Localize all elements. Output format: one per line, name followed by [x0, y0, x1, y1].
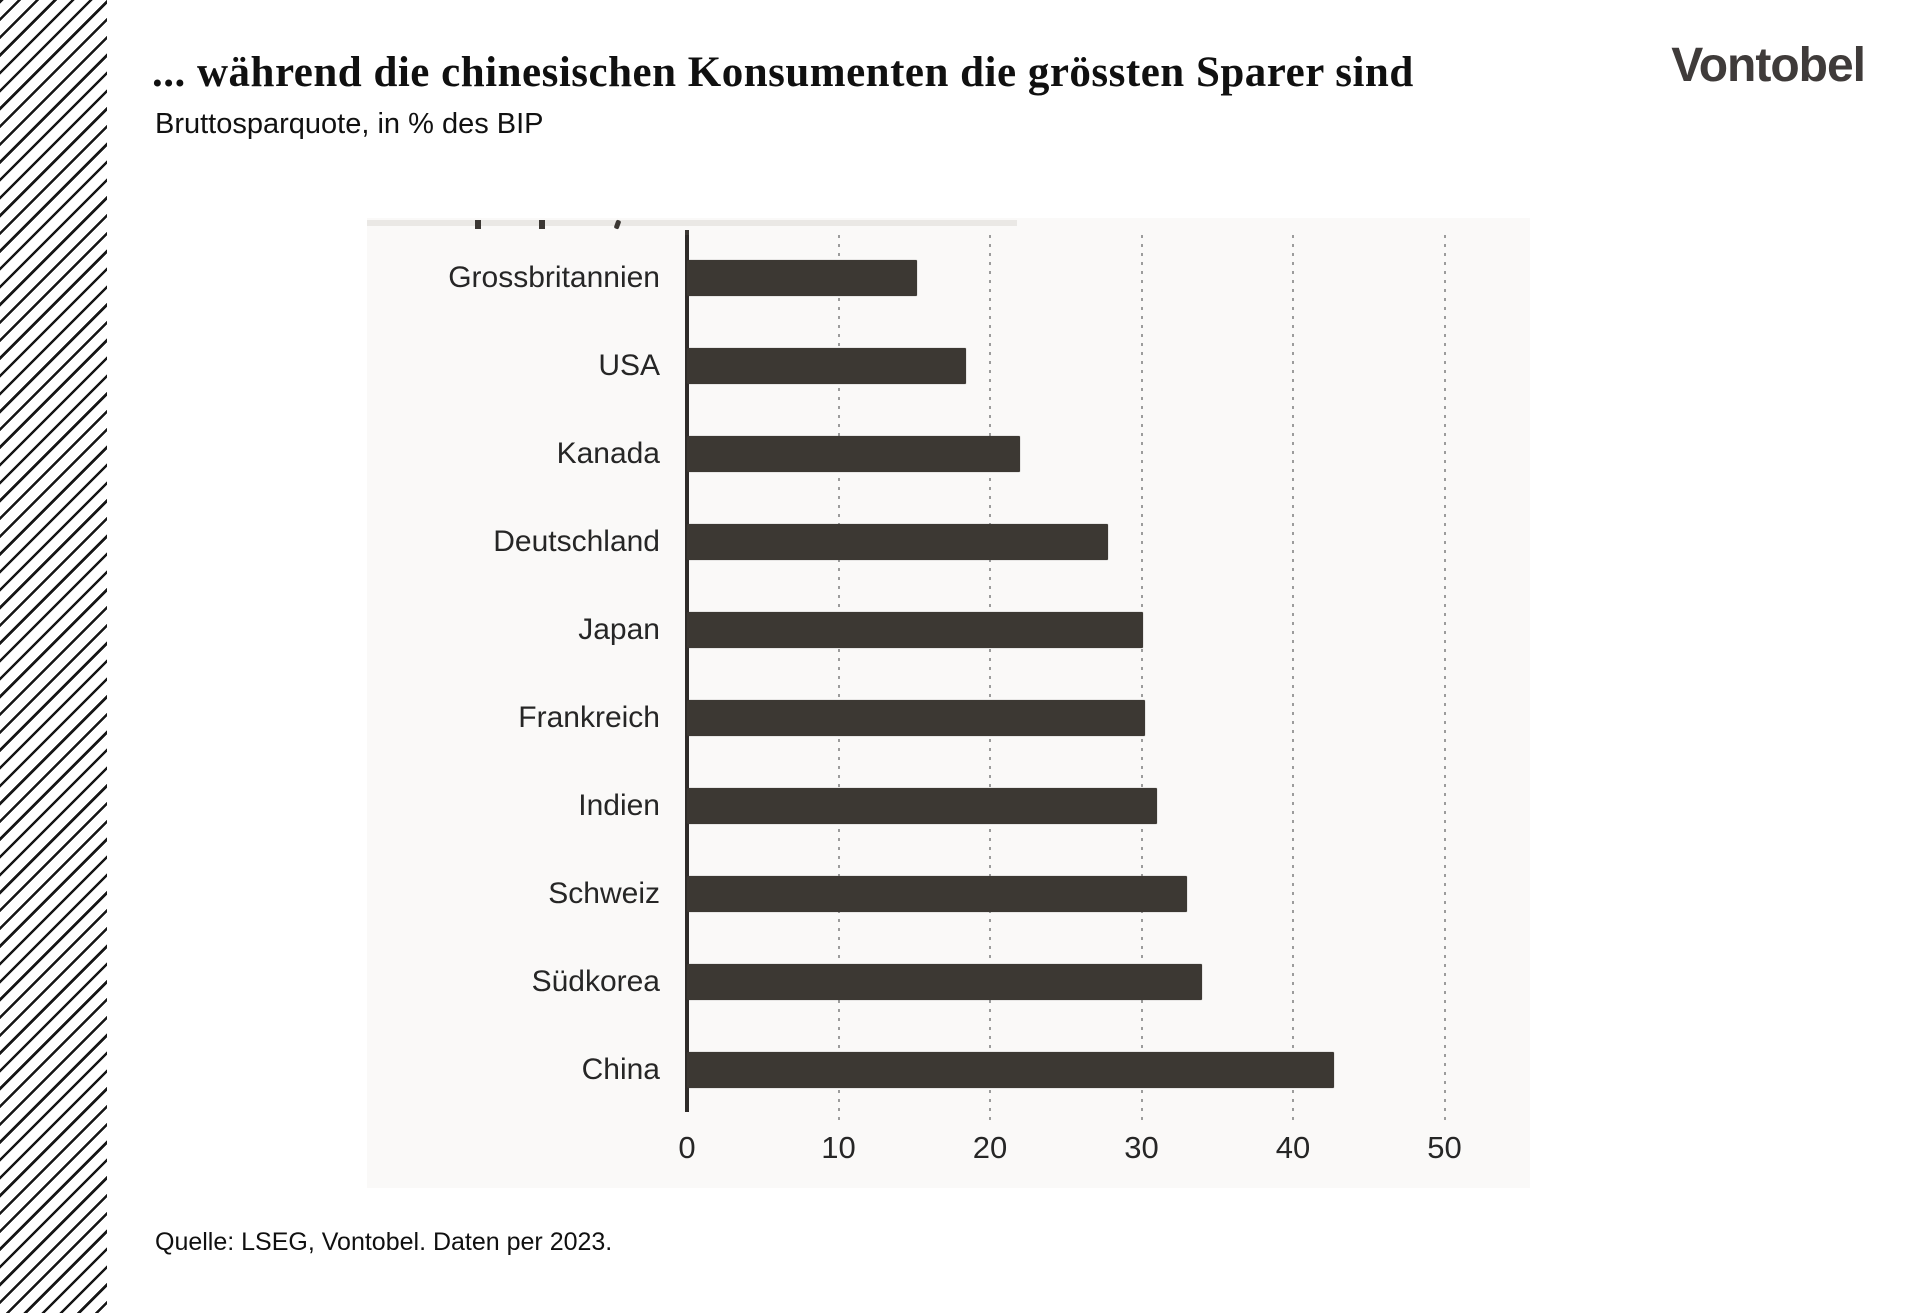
category-label-4: Japan: [578, 613, 660, 646]
bar-3: [687, 524, 1109, 560]
x-tick-20: 20: [972, 1130, 1008, 1165]
x-tick-50: 50: [1427, 1130, 1462, 1165]
source-note: Quelle: LSEG, Vontobel. Daten per 2023.: [155, 1228, 613, 1256]
slide-subtitle: Bruttosparquote, in % des BIP: [155, 108, 544, 140]
x-tick-30: 30: [1124, 1130, 1159, 1165]
category-label-0: Grossbritannien: [448, 261, 660, 294]
x-tick-0: 0: [678, 1130, 696, 1165]
category-label-1: USA: [598, 349, 660, 382]
bar-4: [687, 612, 1143, 648]
category-label-2: Kanada: [556, 437, 660, 470]
bar-7: [687, 876, 1187, 912]
bar-0: [687, 260, 918, 296]
y-axis-line: [685, 235, 689, 1112]
x-tick-40: 40: [1275, 1130, 1311, 1165]
bar-8: [687, 964, 1203, 1000]
diagonal-stripes-decoration: [0, 0, 107, 1313]
category-label-7: Schweiz: [548, 877, 660, 910]
category-label-5: Frankreich: [518, 701, 660, 734]
bar-9: [687, 1052, 1334, 1088]
bar-5: [687, 700, 1145, 736]
artifact-speck: [475, 220, 481, 229]
gridline-30: [1140, 235, 1143, 1122]
artifact-speck: [613, 219, 622, 230]
category-label-6: Indien: [578, 789, 660, 822]
gridline-20: [989, 235, 991, 1122]
artifact-speck: [539, 220, 545, 229]
cropped-text-artifact: [367, 219, 1017, 230]
vontobel-logo: Vontobel: [1671, 39, 1866, 92]
gridline-10: [837, 235, 840, 1122]
x-tick-10: 10: [821, 1130, 856, 1165]
bar-6: [687, 788, 1157, 824]
gridline-40: [1292, 235, 1294, 1122]
category-label-3: Deutschland: [493, 525, 660, 558]
bar-1: [687, 348, 966, 384]
category-label-8: Südkorea: [531, 965, 660, 998]
bar-chart: 0 10 20 30 40 50 Grossbritannien USA Kanada Deuts…: [367, 218, 1530, 1188]
category-label-9: China: [581, 1053, 660, 1086]
gridline-50: [1443, 235, 1446, 1122]
slide-title: ... während die chinesischen Konsumenten…: [152, 49, 1414, 96]
bar-2: [687, 436, 1021, 472]
